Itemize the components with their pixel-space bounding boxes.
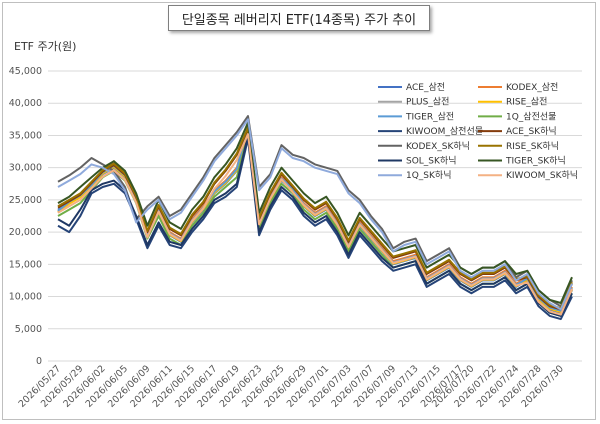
legend-label: ACE_SK하닉 (506, 126, 557, 137)
y-tick-label: 45,000 (9, 66, 42, 77)
legend-label: PLUS_삼전 (406, 97, 449, 108)
y-tick-label: 40,000 (9, 98, 42, 109)
y-tick-label: 10,000 (9, 292, 42, 303)
legend-label: RISE_SK하닉 (506, 141, 559, 152)
legend-label: 1Q_삼전선물 (506, 111, 556, 122)
legend-label: KIWOOM_삼전선물 (406, 126, 483, 137)
x-tick-labels: 2026/05/272026/05/292026/06/022026/06/05… (17, 363, 566, 410)
y-tick-label: 35,000 (9, 130, 42, 141)
series-line (57, 133, 573, 316)
gridlines (48, 70, 582, 362)
y-tick-label: 5,000 (15, 324, 42, 335)
legend-label: RISE_삼전 (506, 97, 547, 108)
legend: ACE_삼전 KODEX_삼전 PLUS_삼전 RISE_삼전 TIGER_삼전 1Q_삼… (378, 82, 578, 181)
y-axis-label: ETF 주가(원) (14, 40, 77, 53)
legend-label: ACE_삼전 (406, 82, 445, 93)
series-line (57, 126, 573, 310)
chart-title: 단일종목 레버리지 ETF(14종목) 주가 추이 (168, 5, 430, 31)
legend-label: KODEX_삼전 (506, 82, 558, 93)
chart-frame (2, 2, 596, 420)
y-tick-label: 15,000 (9, 259, 42, 270)
series-lines (57, 115, 573, 321)
y-tick-label: 25,000 (9, 195, 42, 206)
legend-label: SOL_SK하닉 (406, 156, 457, 167)
legend-label: KODEX_SK하닉 (406, 141, 470, 152)
series-line (57, 118, 573, 311)
y-tick-label: 30,000 (9, 163, 42, 174)
legend-label: 1Q_SK하닉 (406, 170, 452, 181)
y-tick-label: 0 (36, 356, 42, 367)
y-tick-labels: 0 5,000 10,000 15,000 20,000 25,000 30,000 35,0… (9, 66, 42, 367)
series-line (57, 137, 573, 321)
series-line (57, 134, 573, 317)
legend-label: KIWOOM_SK하닉 (506, 170, 578, 181)
legend-label: TIGER_SK하닉 (505, 156, 566, 167)
y-tick-label: 20,000 (9, 227, 42, 238)
legend-label: TIGER_삼전 (405, 111, 454, 122)
